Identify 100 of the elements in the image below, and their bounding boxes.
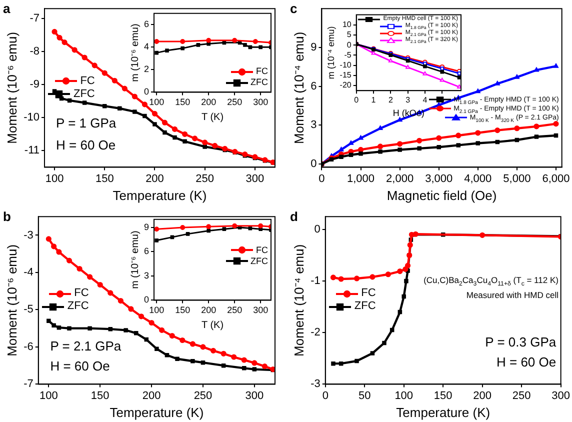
y-tick-label: 4 [144,42,150,52]
y-tick-label: -7 [24,378,34,390]
y-tick-label: 0 [346,40,352,50]
x-tick-label: 0 [354,96,360,105]
x-tick-label: 150 [175,305,190,316]
y-tick-label: 5 [346,30,352,40]
x-tick-label: 0 [322,390,328,402]
y-tick-label: -10 [340,60,352,70]
y-tick-label: -1 [310,275,320,288]
annotation: Measured with HMD cell [466,290,558,300]
x-tick-label: 1 [371,96,376,105]
x-tick-label: 300 [253,97,268,108]
x-tick-label: 300 [245,390,264,402]
y-tick-label: -8 [30,46,40,58]
x-axis-title: Temperature (K) [396,404,490,420]
x-tick-label: 250 [227,97,242,108]
y-tick-label: -9 [30,78,40,91]
annotation: H = 60 Oe [56,137,116,152]
y-axis-title: m (10⁻⁶ emu) [130,230,141,289]
y-tick-label: 6 [144,246,150,256]
y-tick-label: -5 [344,50,352,60]
x-axis-title: Temperature (K) [112,188,207,203]
y-tick-label: -3 [310,378,320,390]
legend-label: FC [256,244,268,256]
x-tick-label: 300 [253,305,268,316]
x-tick-label: 200 [146,172,164,185]
annotation: P = 0.3 GPa [485,334,556,350]
chart-title: b [3,209,11,224]
y-axis-title: Moment (10⁻⁴ emu) [291,32,306,144]
y-tick-label: -4 [24,266,34,278]
x-tick-label: 200 [473,390,492,402]
legend-label: ZFC [354,300,376,314]
legend-label: ZFC [250,77,268,88]
y-tick-label: -11 [24,144,40,157]
x-tick-label: 6,000 [542,172,570,185]
y-tick-label: -6 [24,340,34,353]
y-tick-label: 10 [342,20,352,30]
y-tick-label: 3 [144,270,150,280]
x-tick-label: 4 [422,96,428,105]
y-tick-label: -3 [24,229,34,242]
x-tick-label: 2,000 [386,172,414,185]
y-tick-label: -20 [340,80,352,90]
y-tick-label: 0 [314,224,320,236]
y-axis-title: m (10⁻⁴ emu) [326,26,336,80]
x-axis-title: Magnetic field (Oe) [386,188,497,203]
x-tick-label: 150 [95,172,114,185]
x-tick-label: 100 [39,390,58,402]
x-axis-title: T (K) [201,112,224,123]
x-tick-label: 100 [394,390,414,402]
chart-title: d [290,209,298,224]
legend-label: FC [80,74,95,88]
legend-label: FC [256,66,268,78]
x-tick-label: 200 [142,390,161,402]
annotation: P = 1 GPa [56,115,116,130]
y-axis-title: m (10⁻⁶ emu) [130,24,141,82]
y-tick-label: 0 [144,294,150,305]
y-tick-label: 0 [144,86,150,97]
chart-title: a [3,1,10,16]
legend-label: FC [361,287,376,300]
x-tick-label: 150 [175,97,190,108]
x-tick-label: 100 [149,97,164,108]
x-tick-label: 3,000 [425,172,453,185]
y-tick-label: -2 [310,326,320,339]
legend-label: ZFC [67,300,89,314]
y-tick-label: 9 [310,41,317,54]
x-tick-label: 300 [552,390,570,402]
legend-label: ZFC [250,256,268,267]
x-tick-label: 100 [45,172,64,185]
x-tick-label: 100 [149,305,164,316]
x-tick-label: 50 [358,390,371,402]
chart-title: c [290,1,298,16]
y-tick-label: -5 [24,304,34,316]
x-tick-label: 250 [194,390,212,402]
x-tick-label: 3 [406,96,411,105]
y-tick-label: -7 [30,12,40,25]
legend-label: FC [74,287,89,300]
y-tick-label: -15 [340,70,352,80]
y-axis-title: Moment (10⁻⁶ emu) [4,32,20,144]
y-axis-title: Moment (10⁻⁶ emu) [4,244,20,356]
x-tick-label: 5,000 [503,172,531,185]
x-axis-title: Temperature (K) [110,404,204,420]
annotation: P = 2.1 GPa [50,338,122,354]
legend-label: ZFC [73,88,95,101]
y-axis-title: Moment (10⁻⁴ emu) [291,244,306,356]
x-tick-label: 1,000 [347,172,375,185]
x-tick-label: 4,000 [464,172,492,185]
x-tick-label: 150 [434,390,452,402]
y-tick-label: -10 [24,112,40,124]
y-tick-label: 0 [310,158,317,170]
y-tick-label: 3 [310,119,317,132]
y-tick-label: 2 [144,64,150,74]
x-tick-label: 150 [90,390,110,402]
x-tick-label: 250 [227,305,242,316]
y-tick-label: 6 [144,19,150,30]
x-tick-label: 300 [246,172,264,185]
annotation: H = 60 Oe [50,358,110,374]
x-axis-title: T (K) [201,320,224,331]
y-tick-label: 6 [310,80,317,92]
y-tick-label: 9 [144,222,150,232]
text: (Cu,C)Ba$_{2}$Ca$_{3}$Cu$_{4}$O$_{11+δ}$ (T$_{c}$ = 112 K) [424,275,558,288]
